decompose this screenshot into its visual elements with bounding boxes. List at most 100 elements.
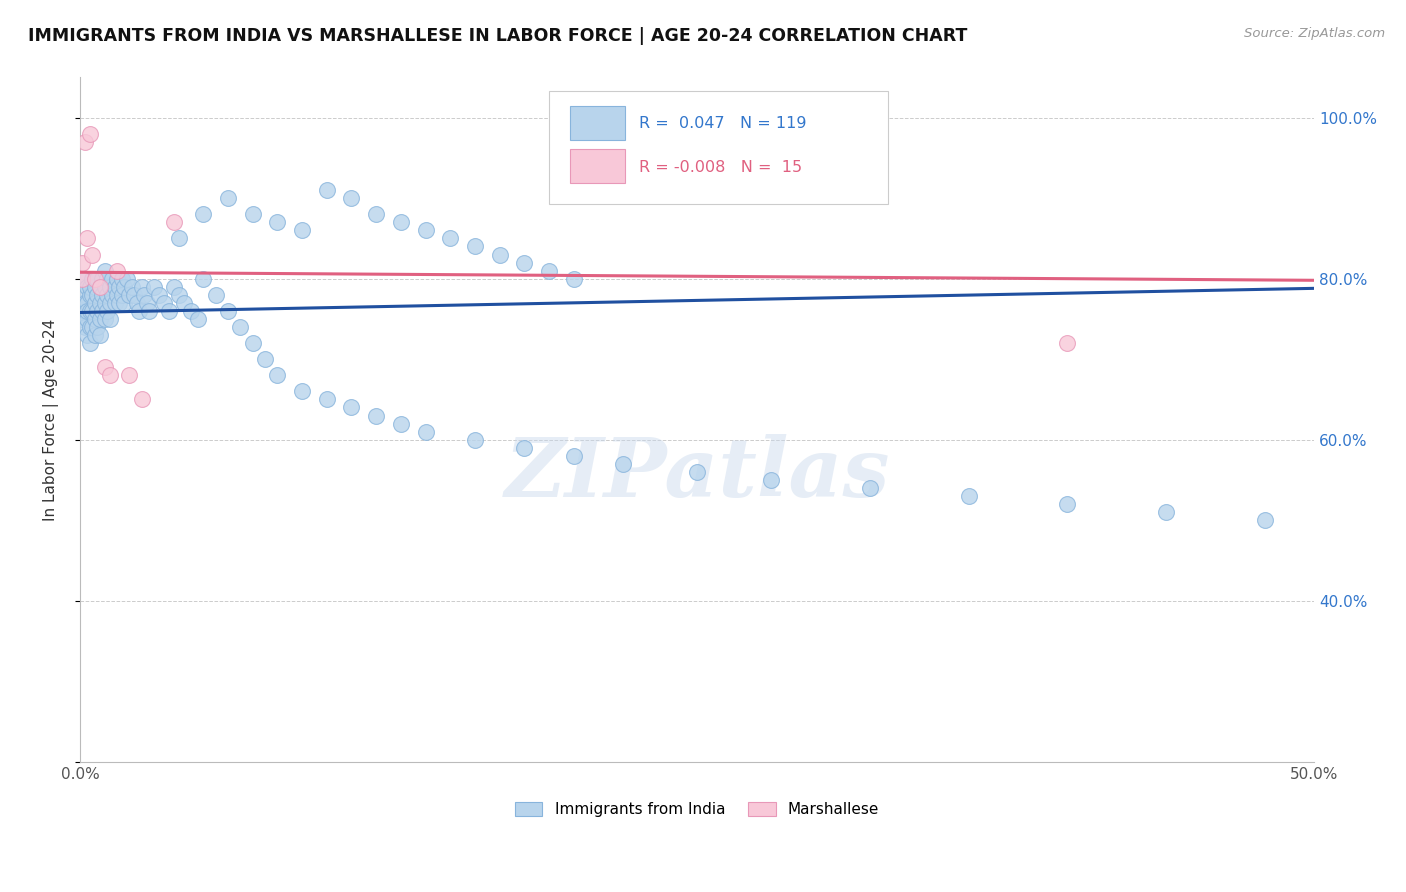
Point: [759, 473, 782, 487]
Point: [115, 271, 138, 285]
Point: [73, 320, 96, 334]
Point: [73, 287, 96, 301]
Point: [73, 135, 96, 149]
Point: [134, 287, 156, 301]
Point: [193, 207, 215, 221]
Point: [121, 279, 143, 293]
Point: [128, 304, 150, 318]
Point: [86, 304, 108, 318]
Point: [242, 207, 264, 221]
Point: [291, 384, 314, 399]
Point: [612, 457, 634, 471]
Point: [112, 279, 135, 293]
Point: [72, 255, 94, 269]
Point: [957, 489, 980, 503]
Point: [103, 279, 125, 293]
Point: [291, 223, 314, 237]
Point: [108, 295, 131, 310]
Point: [204, 287, 226, 301]
Point: [859, 481, 882, 495]
Point: [101, 287, 124, 301]
Point: [217, 304, 239, 318]
Legend: Immigrants from India, Marshallese: Immigrants from India, Marshallese: [509, 796, 886, 823]
Point: [73, 295, 96, 310]
Point: [415, 223, 437, 237]
Point: [118, 287, 141, 301]
Point: [89, 279, 111, 293]
Point: [266, 368, 288, 383]
Point: [105, 287, 128, 301]
Point: [82, 271, 104, 285]
Point: [91, 287, 114, 301]
Point: [111, 287, 134, 301]
Point: [513, 255, 536, 269]
Point: [91, 271, 114, 285]
Point: [1056, 336, 1078, 351]
Point: [76, 328, 98, 343]
Point: [72, 312, 94, 326]
Text: IMMIGRANTS FROM INDIA VS MARSHALLESE IN LABOR FORCE | AGE 20-24 CORRELATION CHAR: IMMIGRANTS FROM INDIA VS MARSHALLESE IN …: [28, 27, 967, 45]
Point: [96, 304, 118, 318]
Point: [86, 271, 108, 285]
Point: [86, 287, 108, 301]
Point: [108, 279, 131, 293]
Point: [686, 465, 709, 479]
Point: [98, 368, 121, 383]
Point: [72, 304, 94, 318]
Text: Source: ZipAtlas.com: Source: ZipAtlas.com: [1244, 27, 1385, 40]
Point: [464, 239, 486, 253]
FancyBboxPatch shape: [569, 106, 626, 140]
Point: [96, 271, 118, 285]
FancyBboxPatch shape: [548, 91, 889, 204]
Point: [76, 231, 98, 245]
Point: [157, 304, 180, 318]
Point: [153, 295, 176, 310]
Point: [83, 295, 105, 310]
Point: [83, 279, 105, 293]
Point: [76, 279, 98, 293]
Point: [562, 271, 585, 285]
Point: [389, 215, 412, 229]
Point: [143, 279, 166, 293]
Point: [562, 449, 585, 463]
Point: [193, 271, 215, 285]
Point: [93, 312, 115, 326]
Point: [389, 417, 412, 431]
Point: [83, 271, 105, 285]
Point: [79, 336, 101, 351]
Text: R =  0.047   N = 119: R = 0.047 N = 119: [638, 117, 807, 131]
Point: [82, 287, 104, 301]
Point: [488, 247, 510, 261]
Point: [98, 279, 121, 293]
Point: [82, 247, 104, 261]
Y-axis label: In Labor Force | Age 20-24: In Labor Force | Age 20-24: [44, 318, 59, 521]
Point: [89, 295, 111, 310]
Point: [118, 368, 141, 383]
Point: [79, 279, 101, 293]
Point: [180, 304, 202, 318]
Point: [89, 312, 111, 326]
Point: [82, 304, 104, 318]
Point: [1056, 497, 1078, 511]
Point: [76, 304, 98, 318]
Point: [83, 312, 105, 326]
Point: [122, 287, 145, 301]
Point: [163, 215, 186, 229]
Point: [91, 304, 114, 318]
Point: [1154, 505, 1177, 519]
Point: [439, 231, 461, 245]
FancyBboxPatch shape: [569, 149, 626, 184]
Point: [105, 271, 128, 285]
Point: [86, 320, 108, 334]
Point: [83, 328, 105, 343]
Point: [131, 392, 153, 407]
Point: [79, 287, 101, 301]
Point: [187, 312, 209, 326]
Point: [93, 360, 115, 375]
Point: [315, 392, 337, 407]
Point: [242, 336, 264, 351]
Point: [73, 304, 96, 318]
Point: [415, 425, 437, 439]
Point: [79, 320, 101, 334]
Point: [167, 231, 190, 245]
